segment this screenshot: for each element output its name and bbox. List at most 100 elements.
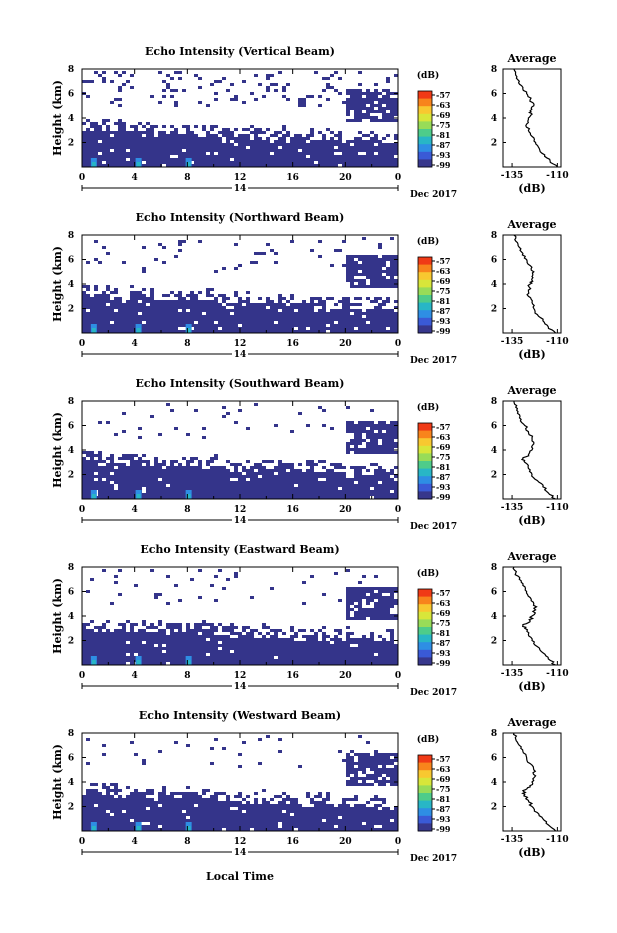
heatmap-cell: [174, 89, 178, 92]
heatmap-cell: [114, 783, 118, 786]
heatmap-cell: [106, 647, 110, 650]
heatmap-cell: [158, 155, 162, 158]
heatmap-cell: [182, 490, 186, 493]
heatmap-cell: [150, 161, 154, 164]
heatmap-cell: [266, 89, 270, 92]
heatmap-cell: [242, 306, 246, 309]
heatmap-cell: [378, 590, 382, 593]
heatmap-cell: [150, 487, 154, 490]
heatmap-cell: [126, 819, 130, 822]
heatmap-cell: [166, 303, 170, 306]
heatmap-cell: [250, 469, 254, 472]
heatmap-cell: [170, 656, 174, 659]
heatmap-cell: [246, 427, 250, 430]
colorbar-segment: [418, 597, 432, 605]
heatmap-cell: [158, 131, 162, 134]
heatmap-cell: [194, 623, 198, 626]
heatmap-cell: [290, 149, 294, 152]
heatmap-cell: [322, 490, 326, 493]
heatmap-cell: [146, 134, 150, 137]
heatmap-cell: [86, 487, 90, 490]
heatmap-cell: [134, 140, 138, 143]
heatmap-cell: [154, 478, 158, 481]
heatmap-cell: [366, 318, 370, 321]
heatmap-cell: [358, 146, 362, 149]
colorbar-segment: [418, 650, 432, 658]
heatmap-cell: [146, 137, 150, 140]
heatmap-cell: [122, 638, 126, 641]
y-tick-label: 4: [68, 446, 74, 456]
heatmap-cell: [162, 638, 166, 641]
heatmap-cell: [386, 104, 390, 107]
heatmap-cell: [314, 297, 318, 300]
heatmap-cell: [278, 481, 282, 484]
colorbar-segment: [418, 99, 432, 107]
heatmap-cell: [322, 143, 326, 146]
heatmap-cell: [178, 71, 182, 74]
heatmap-cell: [106, 487, 110, 490]
heatmap-cell: [382, 596, 386, 599]
heatmap-cell: [102, 306, 106, 309]
heatmap-cell: [118, 321, 122, 324]
heatmap-cell: [242, 321, 246, 324]
heatmap-cell: [378, 101, 382, 104]
heatmap-cell: [178, 484, 182, 487]
heatmap-cell: [234, 149, 238, 152]
heatmap-cell: [298, 152, 302, 155]
heatmap-cell: [94, 484, 98, 487]
heatmap-cell: [298, 478, 302, 481]
heatmap-cell: [174, 484, 178, 487]
heatmap-cell: [358, 617, 362, 620]
heatmap-cell: [194, 146, 198, 149]
heatmap-cell: [342, 240, 346, 243]
heatmap-cell: [154, 318, 158, 321]
heatmap-cell: [134, 632, 138, 635]
heatmap-cell: [114, 300, 118, 303]
heatmap-cell: [286, 149, 290, 152]
heatmap-cell: [154, 312, 158, 315]
heatmap-cell: [314, 644, 318, 647]
heatmap-cell: [150, 137, 154, 140]
colorbar-tick-label: -81: [436, 130, 450, 140]
heatmap-cell: [386, 599, 390, 602]
heatmap-panel: Echo Intensity (Vertical Beam)2468Height…: [51, 45, 569, 200]
heatmap-cell: [154, 303, 158, 306]
heatmap-cell: [302, 101, 306, 104]
heatmap-cell: [134, 294, 138, 297]
heatmap-cell: [394, 74, 398, 77]
heatmap-cell: [214, 125, 218, 128]
heatmap-cell: [390, 101, 394, 104]
heatmap-cell: [346, 300, 350, 303]
heatmap-cell: [338, 158, 342, 161]
heatmap-cell: [86, 590, 90, 593]
heatmap-cell: [86, 638, 90, 641]
heatmap-cell: [190, 297, 194, 300]
heatmap-cell: [378, 451, 382, 454]
heatmap-cell: [194, 469, 198, 472]
heatmap-cell: [218, 131, 222, 134]
heatmap-cell: [358, 647, 362, 650]
colorbar-segment: [418, 627, 432, 635]
heatmap-cell: [82, 825, 86, 828]
heatmap-cell: [262, 143, 266, 146]
heatmap-cell: [350, 155, 354, 158]
heatmap-cell: [330, 86, 334, 89]
heatmap-cell: [86, 95, 90, 98]
heatmap-cell: [358, 89, 362, 92]
heatmap-cell: [342, 297, 346, 300]
heatmap-cell: [110, 312, 114, 315]
heatmap-cell: [338, 632, 342, 635]
heatmap-cell: [326, 318, 330, 321]
heatmap-cell: [122, 469, 126, 472]
heatmap-cell: [370, 481, 374, 484]
heatmap-cell: [118, 125, 122, 128]
heatmap-cell: [298, 327, 302, 330]
heatmap-cell: [106, 789, 110, 792]
heatmap-cell: [142, 152, 146, 155]
heatmap-cell: [178, 623, 182, 626]
heatmap-cell: [322, 146, 326, 149]
heatmap-cell: [266, 158, 270, 161]
heatmap-cell: [382, 261, 386, 264]
heatmap-cell: [262, 641, 266, 644]
heatmap-cell: [218, 484, 222, 487]
